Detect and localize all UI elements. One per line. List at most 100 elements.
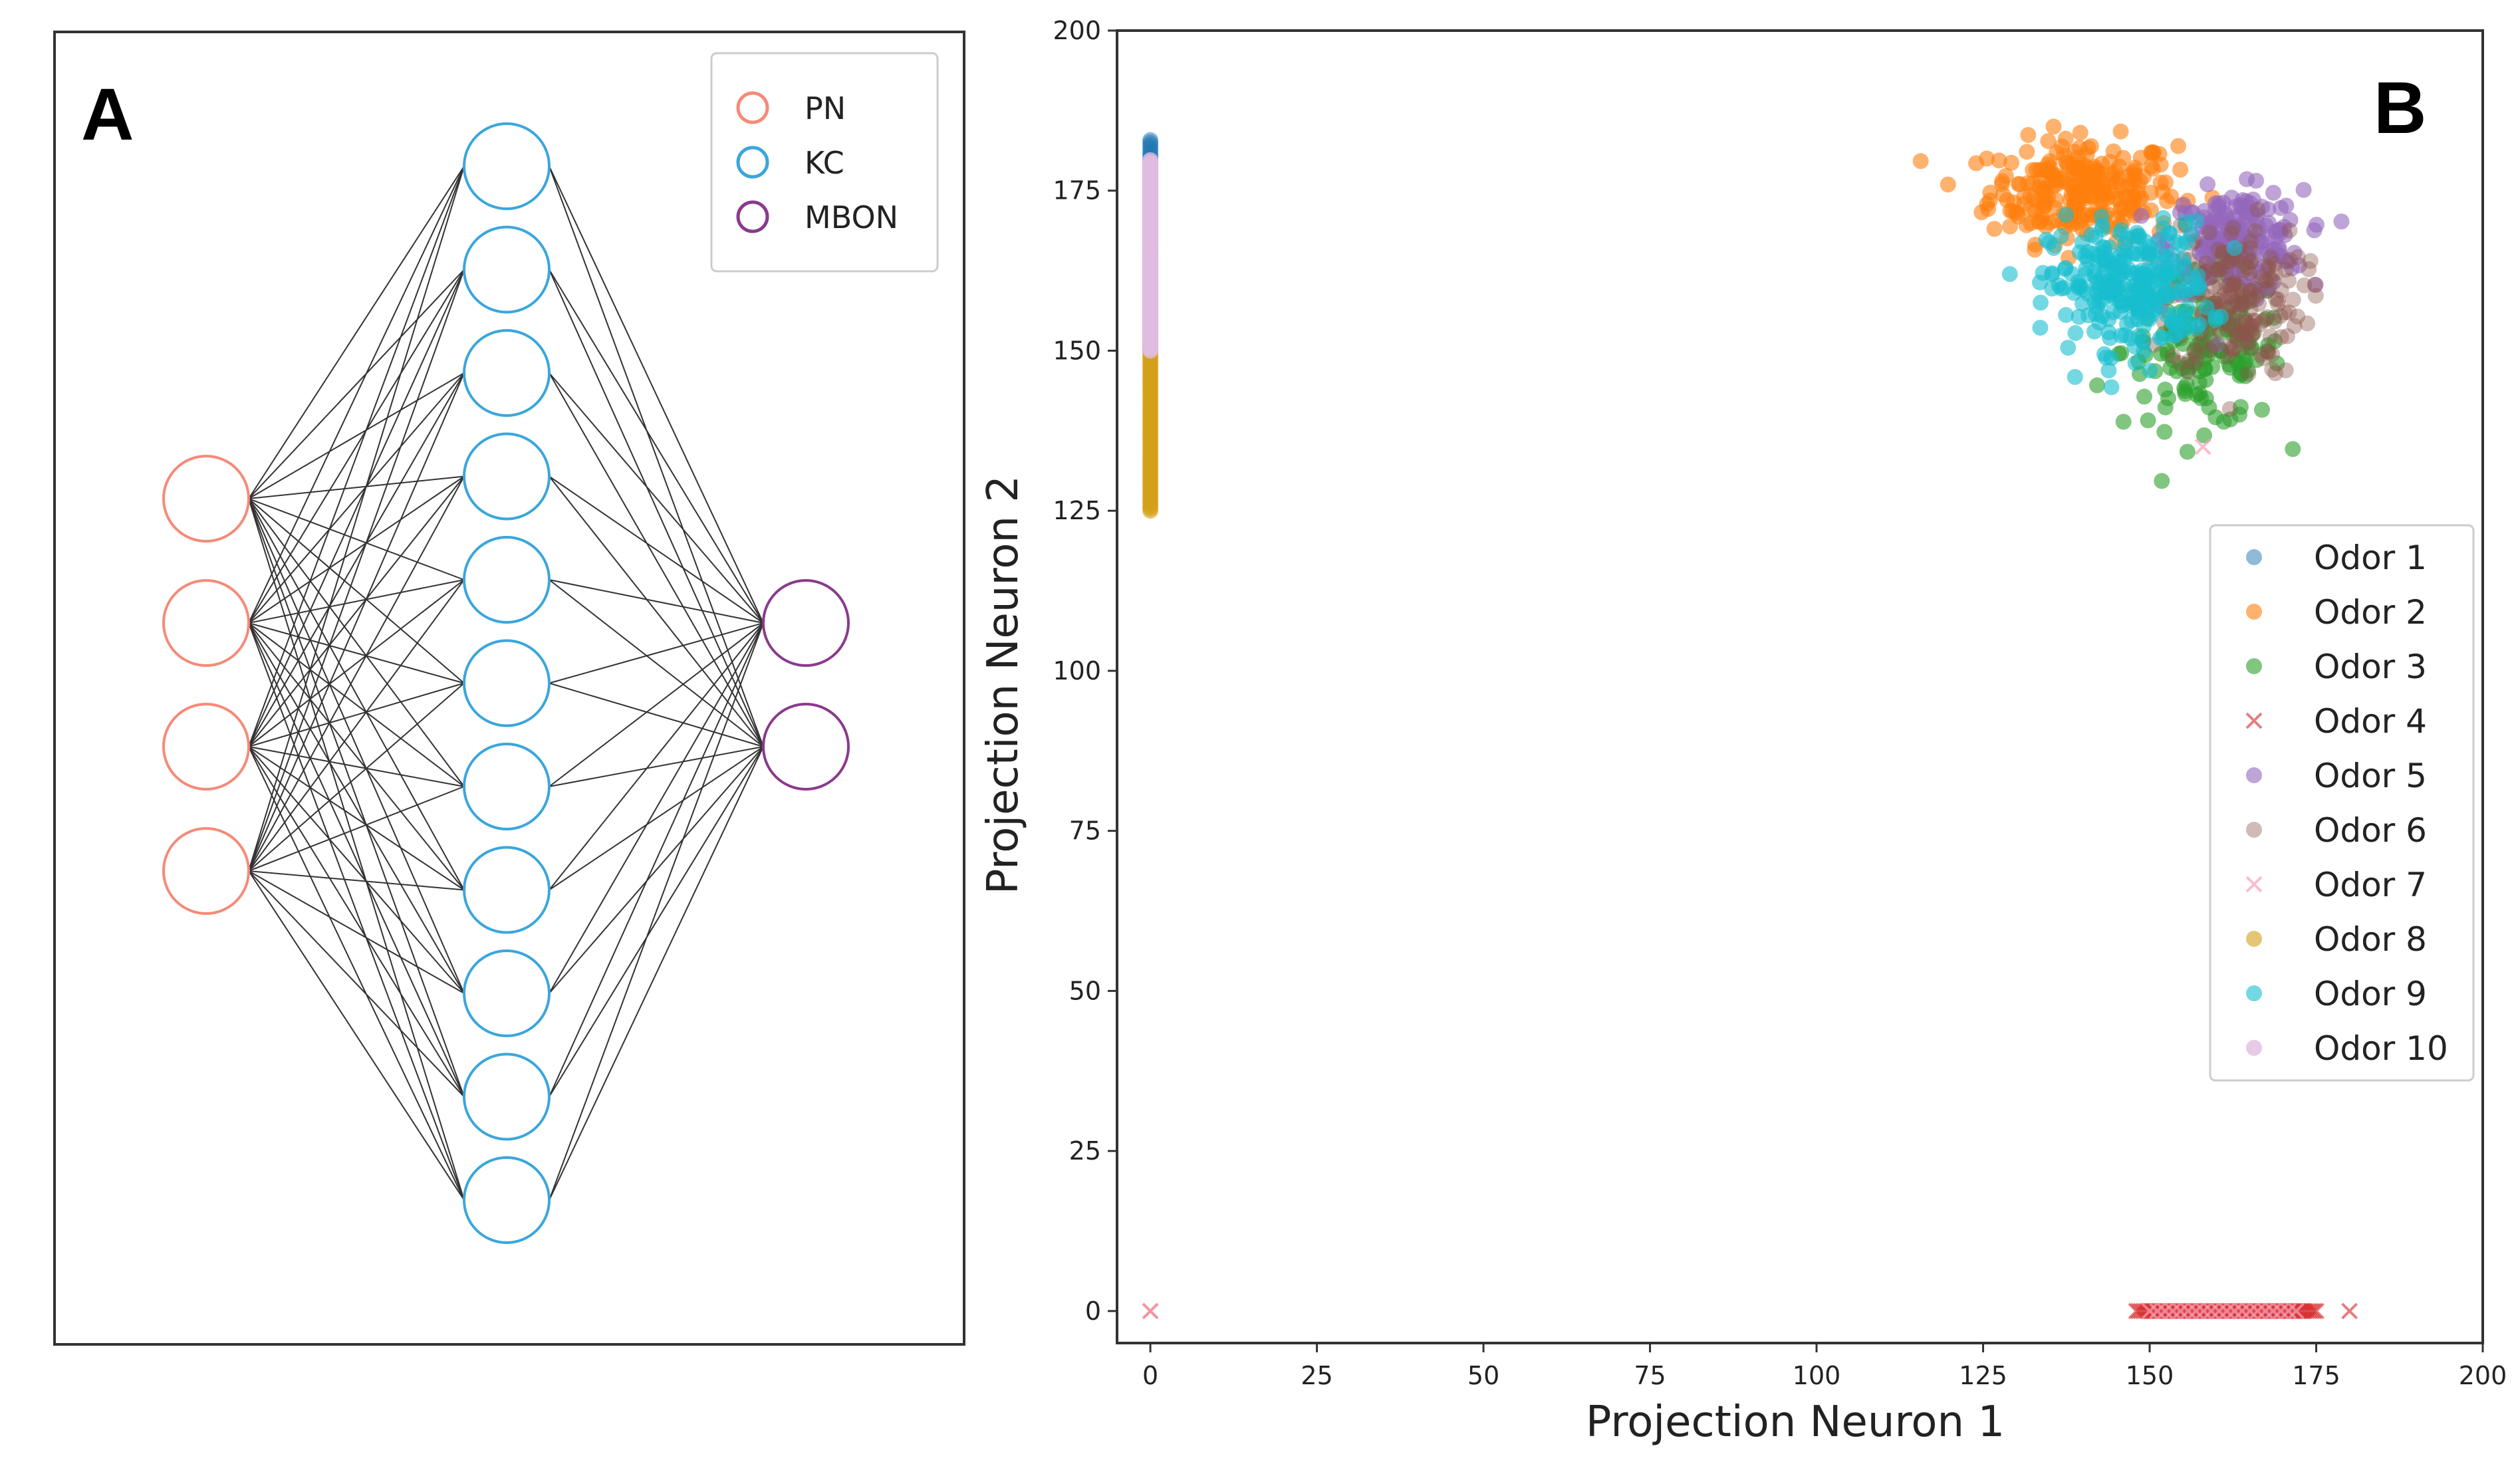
- point-odor-7: [2288, 1302, 2305, 1320]
- point-odor-6: [2210, 241, 2227, 258]
- point-odor-6: [2242, 265, 2259, 282]
- point-odor-9: [2112, 293, 2128, 310]
- point-odor-6: [2241, 289, 2258, 305]
- point-odor-3: [2213, 324, 2229, 341]
- point-odor-6: [2264, 361, 2281, 378]
- point-odor-3: [2140, 412, 2156, 429]
- point-odor-9: [2058, 307, 2075, 323]
- neuron-kc: [463, 536, 551, 624]
- point-odor-5: [2286, 245, 2303, 261]
- neuron-kc: [463, 1156, 551, 1244]
- point-odor-2: [2112, 123, 2129, 140]
- point-odor-6: [2218, 277, 2235, 294]
- connection-line: [549, 372, 764, 624]
- point-odor-5: [2265, 243, 2281, 259]
- point-odor-2: [2020, 126, 2037, 143]
- panel-a-letter: A: [81, 74, 134, 156]
- point-odor-6: [2209, 261, 2225, 278]
- point-odor-3: [2230, 356, 2247, 372]
- point-odor-2: [2045, 118, 2062, 135]
- connection-line: [248, 498, 465, 684]
- point-odor-3: [2156, 424, 2173, 440]
- point-odor-3: [2197, 360, 2213, 377]
- point-odor-6: [2233, 287, 2250, 303]
- point-odor-7: [2188, 1302, 2205, 1320]
- point-odor-2: [2170, 138, 2187, 154]
- point-odor-7: [2195, 1302, 2212, 1320]
- point-odor-5: [2273, 199, 2289, 216]
- connection-line: [248, 372, 465, 747]
- point-odor-9: [2188, 212, 2205, 229]
- point-odor-6: [2242, 254, 2259, 271]
- point-odor-6: [2243, 327, 2260, 344]
- point-odor-9: [2152, 330, 2168, 346]
- point-odor-3: [2181, 359, 2198, 376]
- point-odor-2: [2027, 241, 2043, 258]
- point-odor-6: [2242, 282, 2259, 299]
- point-odor-3: [2253, 402, 2270, 418]
- point-odor-6: [2223, 289, 2239, 305]
- point-odor-6: [2225, 342, 2242, 359]
- point-odor-6: [2281, 222, 2298, 239]
- point-odor-6: [2299, 315, 2316, 332]
- point-odor-6: [2307, 277, 2323, 293]
- connection-line: [248, 372, 465, 624]
- connection-line: [248, 870, 465, 1098]
- point-odor-2: [2159, 193, 2176, 209]
- connection-line: [248, 166, 465, 499]
- neuron-kc: [463, 846, 551, 934]
- point-odor-6: [2238, 314, 2255, 330]
- point-odor-5: [2307, 277, 2324, 293]
- point-odor-9: [2127, 355, 2144, 372]
- point-odor-5: [2291, 257, 2307, 274]
- point-odor-4: [2305, 1302, 2323, 1320]
- point-odor-5: [2209, 336, 2225, 353]
- point-odor-6: [2289, 249, 2306, 265]
- point-odor-6: [2259, 309, 2276, 325]
- point-odor-6: [2210, 292, 2227, 309]
- point-odor-6: [2188, 347, 2204, 364]
- legend-label-odor-1: Odor 1: [2314, 539, 2427, 577]
- point-odor-6: [2259, 283, 2275, 299]
- point-odor-9: [2032, 319, 2049, 336]
- point-odor-6: [2228, 293, 2245, 310]
- point-odor-6: [2302, 253, 2319, 269]
- connection-line: [248, 372, 465, 872]
- point-odor-6: [2242, 240, 2259, 257]
- legend-label-odor-4: Odor 4: [2314, 702, 2427, 741]
- point-odor-9: [2134, 263, 2150, 279]
- point-odor-3: [2159, 342, 2176, 359]
- y-tick-label: 150: [1053, 336, 1101, 365]
- point-odor-2: [2102, 154, 2118, 170]
- point-odor-3: [2177, 386, 2194, 402]
- neuron-kc: [463, 329, 551, 417]
- point-odor-2: [2078, 159, 2095, 176]
- point-odor-9: [2044, 265, 2061, 281]
- point-odor-5: [2248, 172, 2265, 189]
- point-odor-6: [2223, 225, 2239, 242]
- point-odor-7: [2218, 1302, 2235, 1320]
- neuron-pn: [162, 579, 250, 667]
- x-tick-label: 200: [2459, 1361, 2507, 1390]
- x-tick-label: 175: [2292, 1361, 2340, 1390]
- point-odor-6: [2260, 257, 2277, 274]
- point-odor-9: [2063, 265, 2080, 282]
- connection-line: [248, 475, 465, 624]
- point-odor-3: [2179, 443, 2196, 460]
- point-odor-6: [2225, 340, 2241, 357]
- connection-line: [248, 166, 465, 747]
- point-odor-3: [2244, 326, 2261, 342]
- point-odor-6: [2237, 314, 2254, 331]
- point-odor-6: [2225, 219, 2241, 236]
- point-odor-9: [2141, 239, 2158, 255]
- point-odor-7: [2141, 1302, 2158, 1320]
- point-odor-3: [2237, 368, 2253, 384]
- x-axis-ticks: 0 25 50 75 100 125 150 175 200: [1142, 1343, 2507, 1390]
- x-tick-label: 50: [1467, 1361, 1499, 1390]
- point-odor-5: [2252, 280, 2269, 297]
- point-odor-6: [2244, 318, 2261, 334]
- point-odor-6: [2187, 342, 2203, 358]
- network-nodes: [162, 122, 850, 1244]
- point-odor-3: [2136, 388, 2152, 405]
- point-odor-6: [2233, 283, 2249, 299]
